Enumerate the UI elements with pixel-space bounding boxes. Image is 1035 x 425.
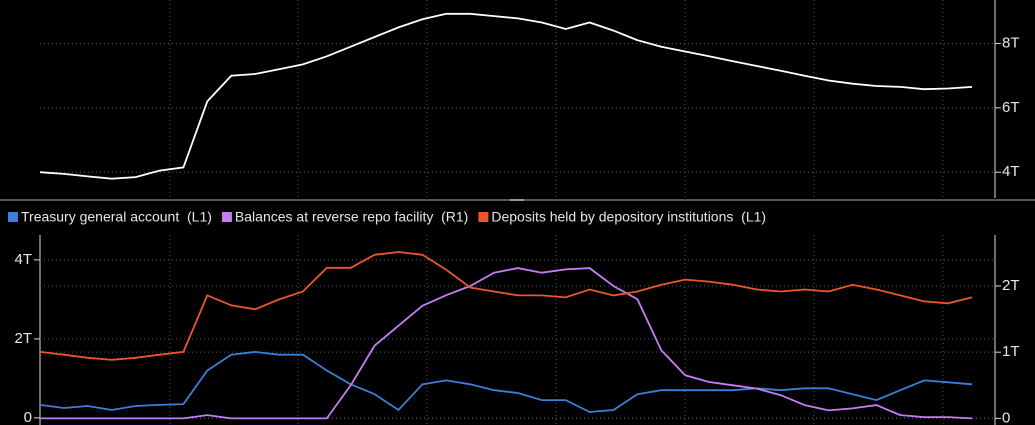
series-line [39, 350, 973, 413]
series-line [40, 267, 973, 420]
legend-label: Deposits held by depository institutions… [491, 209, 766, 225]
y2-tick-label: 4T [1002, 163, 1020, 180]
y2-tick-label: 0 [1002, 409, 1010, 425]
legend-swatch [221, 212, 232, 222]
y-tick-label: 4T [14, 251, 32, 268]
y2-tick-label: 6T [1002, 99, 1020, 116]
series-line [39, 251, 973, 361]
y2-tick-label: 1T [1002, 343, 1020, 360]
legend-swatch [478, 212, 489, 222]
series-line [39, 12, 973, 180]
y-tick-label: 0 [24, 409, 32, 425]
y2-tick-label: 8T [1002, 34, 1020, 51]
legend-label: Balances at reverse repo facility (R1) [235, 209, 468, 225]
legend-label: Treasury general account (L1) [21, 209, 212, 225]
y2-tick-label: 2T [1002, 277, 1020, 294]
legend-swatch [8, 212, 18, 222]
y-tick-label: 2T [14, 330, 32, 347]
